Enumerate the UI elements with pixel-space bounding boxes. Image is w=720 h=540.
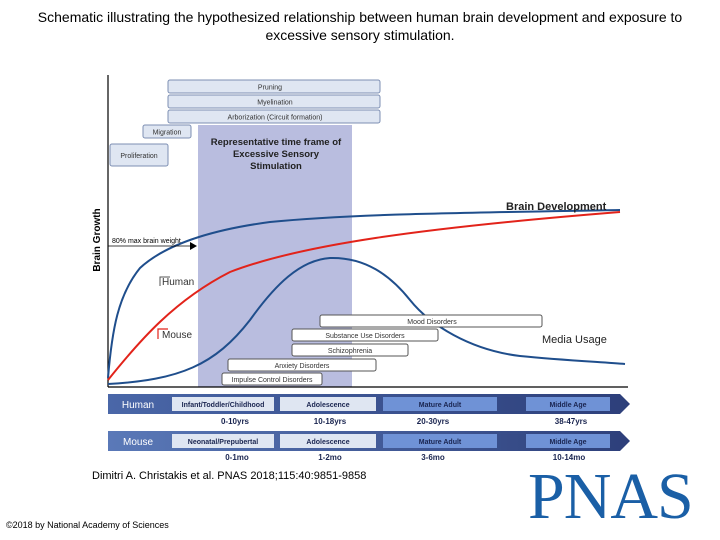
stage-box-proliferation — [109, 143, 169, 167]
human-age-mature-adult: 20-30yrs — [417, 417, 450, 426]
figure-title: Schematic illustrating the hypothesized … — [37, 9, 683, 43]
disorder-box-impulse — [221, 372, 323, 386]
mouse-age-prepubertal: 0-1mo — [225, 453, 249, 462]
human-curve-label: Human — [162, 277, 194, 288]
human-stage-childhood — [172, 397, 274, 411]
stage-label-pruning: Pruning — [258, 85, 282, 92]
human-curve — [107, 211, 621, 381]
human-stage-label-adolescence: Adolescence — [306, 402, 349, 409]
stage-label-proliferation: Proliferation — [120, 153, 157, 160]
max-weight-label: 80% max brain weight — [112, 238, 181, 245]
highlight-band — [198, 125, 352, 387]
disorder-label-anxiety: Anxiety Disorders — [275, 363, 330, 370]
mouse-stage-label-adolescence: Adolescence — [306, 439, 349, 446]
brain-development-curve — [107, 209, 621, 379]
citation: Dimitri A. Christakis et al. PNAS 2018;1… — [92, 470, 367, 482]
stage-label-myelination: Myelination — [257, 100, 293, 107]
human-stage-middle-age — [526, 397, 610, 411]
human-stage-label-mature-adult: Mature Adult — [419, 402, 462, 409]
human-age-adolescence: 10-18yrs — [314, 417, 347, 426]
y-axis-label: Brain Growth — [92, 208, 103, 271]
disorder-box-anxiety — [227, 358, 377, 372]
human-stage-label-middle-age: Middle Age — [549, 402, 586, 409]
mouse-stage-prepubertal — [172, 434, 274, 448]
pnas-logo: PNAS — [528, 460, 694, 533]
disorder-label-substance: Substance Use Disorders — [325, 333, 405, 340]
stage-box-pruning — [167, 79, 381, 94]
disorder-box-substance — [291, 328, 439, 342]
media-usage-label: Media Usage — [542, 334, 607, 346]
mouse-stage-label-mature-adult: Mature Adult — [419, 439, 462, 446]
disorder-box-schizophrenia — [291, 343, 409, 357]
stage-label-migration: Migration — [153, 130, 182, 137]
human-age-childhood: 0-10yrs — [221, 417, 250, 426]
disorder-label-impulse: Impulse Control Disorders — [232, 377, 313, 384]
mouse-marker — [157, 328, 168, 339]
mouse-timeline-label: Mouse — [123, 437, 153, 448]
disorder-label-schizophrenia: Schizophrenia — [328, 348, 372, 355]
mouse-stage-label-prepubertal: Neonatal/Prepubertal — [188, 439, 258, 446]
human-timeline-label: Human — [122, 400, 154, 411]
stage-label-arborization: Arborization (Circuit formation) — [228, 115, 323, 122]
mouse-age-adolescence: 1-2mo — [318, 453, 342, 462]
stage-box-migration — [142, 124, 192, 139]
disorder-label-mood: Mood Disorders — [407, 319, 457, 326]
disorder-box-mood — [319, 314, 543, 328]
brain-development-label: Brain Development — [506, 201, 607, 213]
human-stage-adolescence — [280, 397, 376, 411]
stage-box-myelination — [167, 94, 381, 109]
mouse-stage-mature-adult — [383, 434, 497, 448]
human-stage-mature-adult — [383, 397, 497, 411]
mouse-curve-label: Mouse — [162, 330, 192, 341]
human-marker — [159, 276, 170, 286]
mouse-stage-label-middle-age: Middle Age — [549, 439, 586, 446]
highlight-label-line3: Stimulation — [250, 161, 302, 172]
copyright: ©2018 by National Academy of Sciences — [6, 520, 169, 530]
human-stage-label-childhood: Infant/Toddler/Childhood — [182, 402, 265, 409]
mouse-stage-adolescence — [280, 434, 376, 448]
mouse-age-mature-adult: 3-6mo — [421, 453, 445, 462]
human-age-middle-age: 38-47yrs — [555, 417, 588, 426]
stage-box-arborization — [167, 109, 381, 124]
highlight-label-line1: Representative time frame of — [211, 137, 342, 148]
media-usage-curve — [107, 256, 626, 385]
max-weight-arrowhead — [190, 242, 197, 250]
mouse-age-middle-age: 10-14mo — [553, 453, 586, 462]
mouse-stage-middle-age — [526, 434, 610, 448]
highlight-label-line2: Excessive Sensory — [233, 149, 320, 160]
